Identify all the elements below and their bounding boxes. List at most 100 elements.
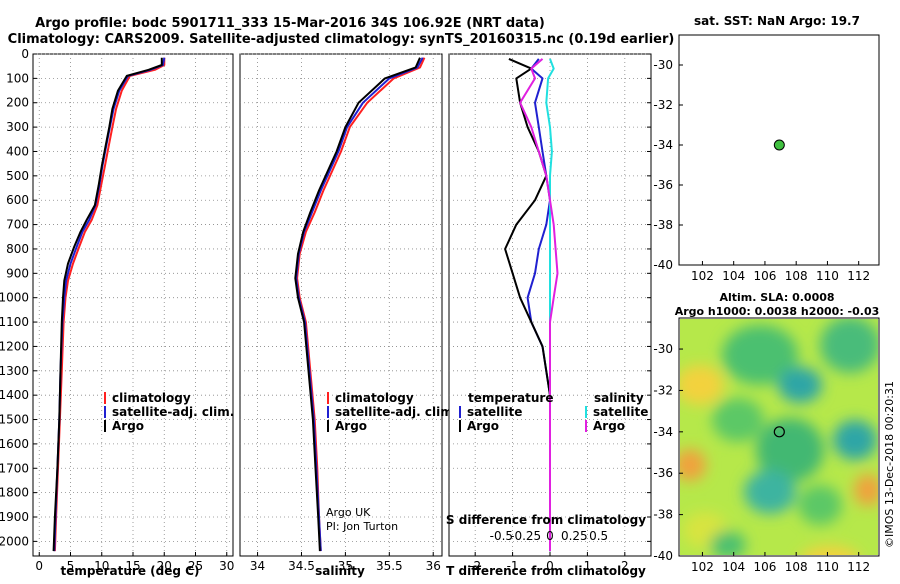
y-tick-label: 2000: [0, 534, 29, 548]
heatmap-blob: [820, 319, 878, 373]
top-tick-label: -0.25: [510, 529, 541, 543]
map-x-tick-label: 102: [691, 560, 714, 574]
title-line-2: Climatology: CARS2009. Satellite-adjuste…: [8, 32, 675, 47]
y-tick-label: 1000: [0, 291, 29, 305]
x-tick-label: 36: [426, 559, 441, 573]
map-y-tick-label: -32: [653, 383, 673, 397]
y-tick-label: 1300: [0, 364, 29, 378]
map-x-tick-label: 112: [847, 560, 870, 574]
series-line-argo: [52, 57, 163, 552]
x-tick-label: 1: [584, 559, 592, 573]
y-tick-label: 200: [6, 96, 29, 110]
y-tick-label: 1900: [0, 510, 29, 524]
x-tick-label: -2: [469, 559, 481, 573]
map-x-tick-label: 112: [847, 269, 870, 283]
heatmap-blob: [798, 485, 842, 525]
map-y-tick-label: -30: [653, 58, 673, 72]
x-tick-label: 2: [621, 559, 629, 573]
altimetry-title-line-1: Altim. SLA: 0.0008: [719, 291, 834, 304]
y-tick-label: 500: [6, 169, 29, 183]
credit-stamp: ©IMOS 13-Dec-2018 00:20:31: [883, 381, 896, 548]
x-tick-label: 30: [219, 559, 234, 573]
map-x-tick-label: 110: [816, 269, 839, 283]
top-tick-label: 0: [546, 529, 554, 543]
map-x-tick-label: 104: [722, 560, 745, 574]
temperature-x-label: temperature (deg C): [61, 564, 200, 578]
x-tick-label: 34: [250, 559, 265, 573]
legend-label-t-argo: Argo: [467, 419, 499, 433]
x-tick-label: 35: [338, 559, 353, 573]
legend-label-argo: Argo: [112, 419, 144, 433]
map-x-tick-label: 106: [753, 269, 776, 283]
x-tick-label: 20: [157, 559, 172, 573]
x-tick-label: 35.5: [376, 559, 403, 573]
heatmap-blob: [756, 418, 824, 482]
y-tick-label: 0: [21, 47, 29, 61]
legend-title-salinity: salinity: [594, 391, 644, 405]
map-y-tick-label: -36: [653, 178, 673, 192]
y-tick-label: 1100: [0, 315, 29, 329]
y-tick-label: 1700: [0, 461, 29, 475]
legend-label-satellite: satellite-adj. clim.: [112, 405, 234, 419]
map-y-tick-label: -38: [653, 508, 673, 522]
temperature-panel: 0 5 10 15 20 25 30 0 100 200 300 400 500 600 700 800 90…: [0, 47, 234, 578]
x-tick-label: 25: [188, 559, 203, 573]
top-tick-label: -0.5: [490, 529, 513, 543]
altimetry-title-line-2: Argo h1000: 0.0038 h2000: -0.03: [675, 305, 880, 318]
difference-x-label: T difference from climatology: [446, 564, 646, 578]
heatmap-blob: [680, 449, 706, 481]
map-y-tick-label: -34: [653, 138, 673, 152]
legend-label-climatology: climatology: [112, 391, 191, 405]
salinity-difference-label: S difference from climatology: [446, 513, 646, 527]
series-line-argo: [294, 57, 421, 552]
heatmap-blob: [712, 398, 764, 442]
map-x-tick-label: 102: [691, 269, 714, 283]
y-tick-label: 1600: [0, 437, 29, 451]
y-tick-label: 1500: [0, 413, 29, 427]
altimetry-map-panel: Altim. SLA: 0.0008 Argo h1000: 0.0038 h2…: [653, 291, 880, 574]
legend-title-temperature: temperature: [468, 391, 553, 405]
x-tick-label: 5: [67, 559, 75, 573]
map-y-tick-label: -36: [653, 466, 673, 480]
argo-location-marker: [773, 139, 785, 151]
legend-label-t-satellite: satellite: [467, 405, 522, 419]
salinity-plot-frame: [239, 53, 443, 557]
x-tick-label: 34.5: [288, 559, 315, 573]
map-x-tick-label: 106: [753, 560, 776, 574]
map-y-tick-label: -40: [653, 549, 673, 563]
difference-legend: temperature satellite Argo salinity sate…: [459, 391, 648, 433]
map-x-tick-label: 108: [785, 269, 808, 283]
map-y-tick-label: -38: [653, 218, 673, 232]
location-map-panel: sat. SST: NaN Argo: 19.7 102 104 106 108 110…: [653, 14, 880, 283]
heatmap-blob: [722, 325, 798, 385]
salinity-legend: climatology satellite-adj. clim. Argo: [327, 391, 457, 433]
location-map-title: sat. SST: NaN Argo: 19.7: [694, 14, 860, 28]
heatmap-blob: [833, 420, 877, 460]
difference-panel: -2 -1 0 1 2 T difference from climatology S …: [446, 53, 652, 578]
y-tick-label: 700: [6, 218, 29, 232]
legend-label-s-argo: Argo: [593, 419, 625, 433]
float-pi-annotation: PI: Jon Turton: [326, 520, 398, 533]
y-tick-label: 1800: [0, 486, 29, 500]
x-tick-label: 10: [94, 559, 109, 573]
heatmap-blob: [854, 474, 878, 506]
x-tick-label: 15: [125, 559, 140, 573]
heatmap-blob: [680, 365, 724, 405]
series-line-s-argo: [519, 58, 559, 552]
heatmap-blob: [801, 546, 859, 555]
altimetry-heatmap: [680, 319, 878, 555]
y-tick-label: 300: [6, 120, 29, 134]
map-y-tick-label: -40: [653, 258, 673, 272]
legend-label-s-satellite: satellite: [593, 405, 648, 419]
float-owner-annotation: Argo UK: [326, 506, 371, 519]
salinity-panel: 34 34.5 35 35.5 36 salinity climatology sate…: [239, 53, 457, 578]
altimetry-map-frame: [678, 317, 880, 557]
series-line-climatology: [53, 57, 166, 552]
y-tick-label: 800: [6, 242, 29, 256]
y-tick-label: 1200: [0, 339, 29, 353]
temperature-plot-frame: [32, 53, 234, 557]
title-line-1: Argo profile: bodc 5901711_333 15-Mar-20…: [35, 16, 545, 31]
x-tick-label: 0: [35, 559, 43, 573]
